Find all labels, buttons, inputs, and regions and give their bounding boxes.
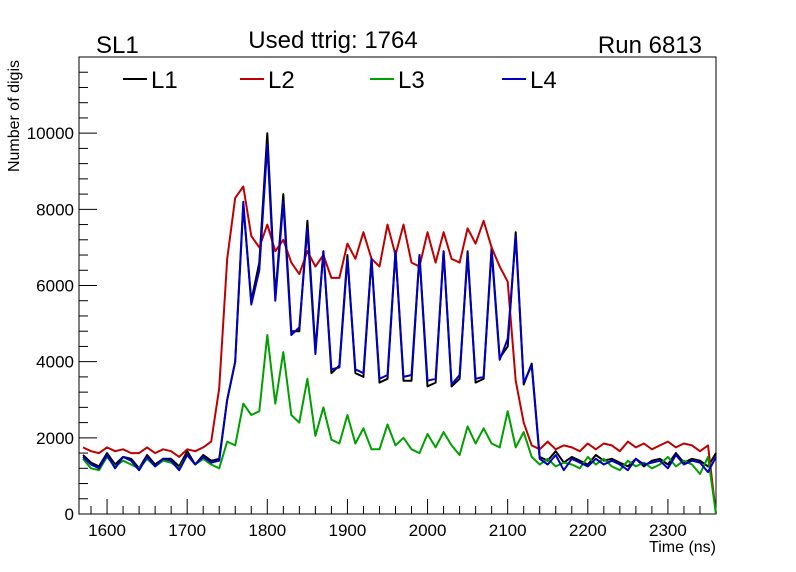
series-line-l4 [82,143,717,474]
x-tick-label: 2300 [649,521,687,540]
series-layer [82,132,717,515]
legend-label-l4: L4 [530,67,557,94]
x-tick-label: 1600 [88,521,126,540]
y-axis-label: Number of digis [6,60,23,172]
x-tick-label: 2100 [489,521,527,540]
y-tick-label: 4000 [36,353,74,372]
y-tick-label: 8000 [36,200,74,219]
chart-title: Used ttrig: 1764 [248,27,417,54]
legend-label-l1: L1 [151,67,178,94]
axes: 1600 1700 1800 1900 2000 2100 2200 2300 0 2000 400… [27,56,717,540]
chart-subtitle-right: Run 6813 [598,32,702,59]
x-tick-label: 2000 [409,521,447,540]
y-tick-label: 2000 [36,429,74,448]
series-line-l2 [82,185,717,515]
x-tick-label: 1800 [248,521,286,540]
y-tick-label: 10000 [27,124,74,143]
series-line-l3 [82,334,717,515]
legend-label-l2: L2 [268,67,295,94]
x-tick-label: 2200 [569,521,607,540]
y-tick-label: 6000 [36,277,74,296]
legend: L1 L2 L3 L4 [123,67,557,94]
chart-subtitle-left: SL1 [96,32,139,59]
x-axis-label: Time (ns) [649,539,716,556]
x-tick-label: 1700 [168,521,206,540]
y-tick-label: 0 [65,505,74,524]
legend-label-l3: L3 [398,67,425,94]
x-tick-label: 1900 [329,521,367,540]
